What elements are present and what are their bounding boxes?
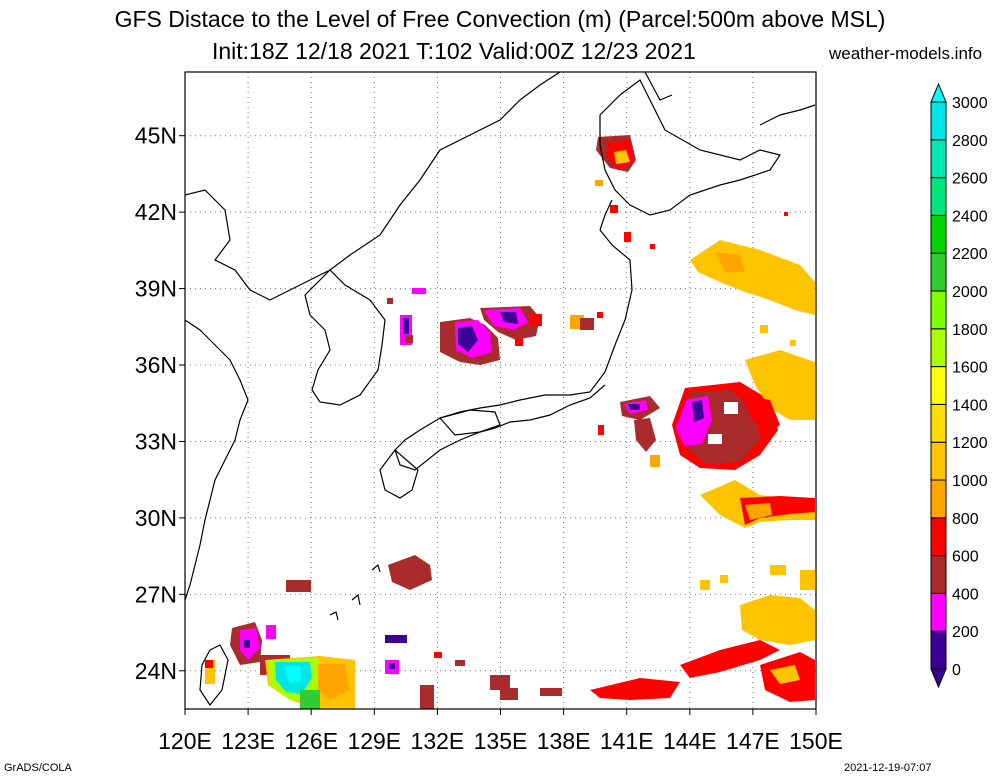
map-subtitle: Init:18Z 12/18 2021 T:102 Valid:00Z 12/2… [212, 38, 696, 64]
colorbar-label: 600 [952, 549, 979, 566]
axis-ticks: 120E 123E 126E 129E 132E 135E 138E 141E 144E 147E… [135, 123, 843, 754]
footer-software: GrADS/COLA [4, 762, 72, 774]
tick-label-lat: 36N [135, 352, 177, 378]
colorbar-label: 1600 [952, 360, 988, 377]
map-figure: 120E 123E 126E 129E 132E 135E 138E 141E 144E 147E… [135, 71, 988, 754]
tick-label-lat: 45N [135, 123, 177, 149]
tick-label-lon: 141E [600, 728, 654, 754]
colorbar-swatch [930, 555, 947, 594]
colorbar-label: 2200 [952, 246, 988, 263]
colorbar-swatch [930, 101, 947, 141]
colorbar-swatch [930, 177, 947, 216]
colorbar-swatch [930, 328, 947, 368]
tick-label-lat: 42N [135, 199, 177, 225]
colorbar-label: 1800 [952, 322, 988, 339]
map-title: GFS Distace to the Level of Free Convect… [114, 6, 886, 32]
colorbar: 0 200 400 600 800 1000 1200 1400 1600 1800 2000 220… [930, 82, 988, 689]
footer-timestamp: 2021-12-19-07:07 [844, 762, 932, 774]
colorbar-swatch [930, 441, 947, 481]
colorbar-label: 3000 [952, 95, 988, 112]
colorbar-label: 400 [952, 586, 979, 603]
tick-label-lon: 120E [158, 728, 212, 754]
colorbar-label: 1400 [952, 397, 988, 414]
colorbar-swatch [930, 517, 947, 557]
colorbar-label: 200 [952, 624, 979, 641]
tick-label-lon: 132E [411, 728, 465, 754]
colorbar-label: 0 [952, 662, 961, 679]
colorbar-label: 800 [952, 511, 979, 528]
colorbar-swatch [930, 214, 947, 254]
colorbar-label: 2800 [952, 133, 988, 150]
tick-label-lat: 33N [135, 428, 177, 454]
colorbar-swatch [930, 252, 947, 292]
tick-label-lon: 150E [789, 728, 843, 754]
colorbar-swatch [930, 366, 947, 405]
tick-label-lon: 147E [726, 728, 780, 754]
colorbar-swatch [930, 403, 947, 443]
site-credit: weather-models.info [829, 44, 983, 63]
colorbar-swatch [930, 630, 947, 670]
colorbar-label: 2600 [952, 171, 988, 188]
tick-label-lat: 30N [135, 505, 177, 531]
tick-label-lat: 39N [135, 276, 177, 302]
tick-label-lon: 123E [221, 728, 275, 754]
coastlines [185, 72, 816, 707]
colorbar-min-arrow [930, 668, 947, 689]
tick-label-lon: 126E [284, 728, 338, 754]
lfc-distance-field [205, 135, 815, 709]
tick-label-lon: 135E [474, 728, 528, 754]
colorbar-label: 2000 [952, 284, 988, 301]
colorbar-max-arrow [930, 82, 947, 103]
colorbar-label: 1200 [952, 435, 988, 452]
tick-label-lon: 138E [537, 728, 591, 754]
tick-label-lat: 24N [135, 658, 177, 684]
tick-label-lat: 27N [135, 581, 177, 607]
colorbar-swatch [930, 139, 947, 179]
map-frame [184, 71, 817, 710]
colorbar-label: 2400 [952, 208, 988, 225]
colorbar-swatch [930, 479, 947, 519]
tick-label-lon: 144E [663, 728, 717, 754]
colorbar-swatch [930, 290, 947, 330]
tick-label-lon: 129E [347, 728, 401, 754]
colorbar-swatch [930, 592, 947, 632]
colorbar-label: 1000 [952, 473, 988, 490]
